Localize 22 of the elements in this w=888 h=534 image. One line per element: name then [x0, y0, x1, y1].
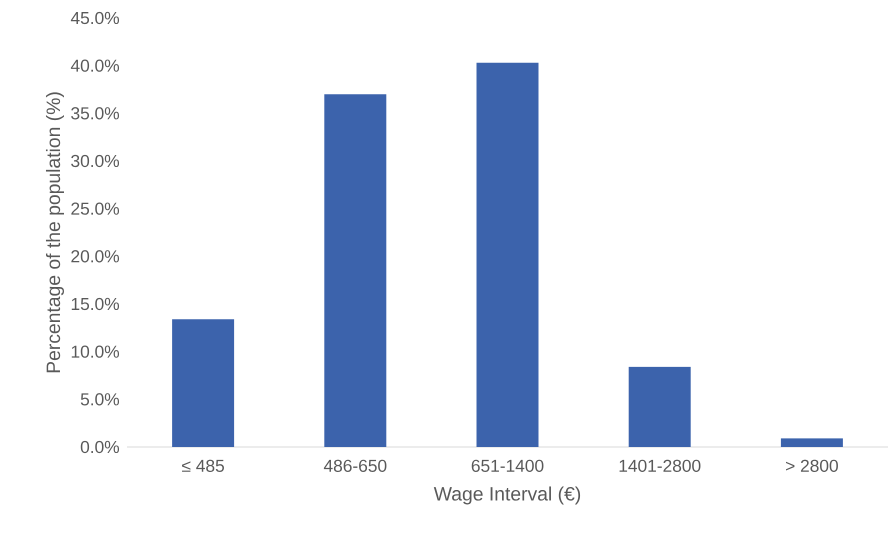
y-tick-label: 45.0%	[70, 12, 120, 24]
y-tick-label: 5.0%	[80, 393, 120, 406]
bar	[476, 62, 538, 447]
y-tick-label: 10.0%	[72, 346, 120, 358]
x-axis-title: Wage Interval (€)	[434, 486, 580, 504]
bar	[172, 319, 234, 447]
y-tick-label: 35.0%	[71, 107, 120, 120]
bar	[324, 94, 386, 447]
x-tick-label: 486-650	[324, 460, 386, 472]
x-tick-label: > 2800	[786, 460, 838, 472]
y-tick-label: 30.0%	[71, 154, 120, 168]
y-axis-title: Percentage of the population (%)	[46, 92, 64, 372]
x-tick-label: 651-1400	[472, 460, 544, 472]
bar	[628, 366, 691, 447]
y-tick-label: 20.0%	[71, 250, 120, 262]
bar	[780, 438, 843, 447]
y-tick-label: 25.0%	[71, 202, 120, 215]
y-tick-label: 40.0%	[70, 60, 120, 72]
y-tick-label: 15.0%	[72, 298, 120, 310]
x-tick-label: 1401-2800	[620, 460, 700, 472]
x-tick-label: ≤ 485	[182, 460, 224, 472]
y-tick-label: 0.0%	[80, 440, 120, 454]
